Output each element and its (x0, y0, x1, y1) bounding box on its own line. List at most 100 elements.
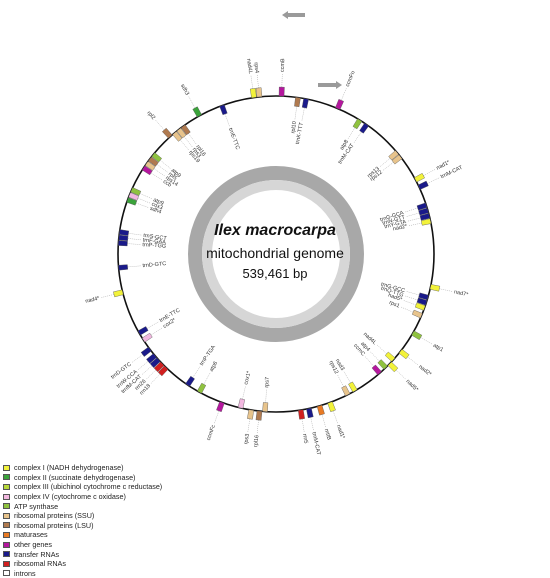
gene-leader-line (421, 338, 432, 345)
gene-label: rpl2 (146, 110, 157, 121)
species-title: Ilex macrocarpa (175, 222, 375, 240)
gene-leader-line (154, 169, 165, 176)
legend-item: ribosomal RNAs (3, 559, 162, 569)
genome-size-label: 539,461 bp (175, 266, 375, 281)
legend-item: complex IV (cytochrome c oxidase) (3, 492, 162, 502)
gene-leader-line (333, 411, 337, 423)
gene-leader-line (377, 345, 387, 354)
legend-label: ribosomal proteins (LSU) (14, 521, 94, 530)
gene-block (279, 87, 284, 96)
legend-item: introns (3, 569, 162, 578)
legend-item: complex III (ubichinol cytochrome c redu… (3, 482, 162, 492)
genome-type-label: mitochondrial genome (175, 245, 375, 261)
gene-block (216, 402, 224, 412)
gene-label: atp1 (432, 343, 444, 354)
gene-leader-line (408, 218, 421, 221)
gene-label: atp6 (209, 361, 219, 373)
legend: complex I (NADH dehydrogenase) complex I… (3, 463, 162, 578)
gene-label: cox1* (243, 370, 252, 386)
gene-leader-line (140, 193, 152, 198)
legend-label: introns (14, 569, 36, 578)
gene-label: rrn5 (301, 433, 308, 444)
gene-leader-line (365, 357, 374, 367)
gene-feature: ccmB (279, 58, 286, 96)
gene-leader-line (127, 244, 140, 245)
gene-feature: rpl16 (253, 411, 262, 448)
legend-item: complex II (succinate dehydrogenase) (3, 473, 162, 483)
gene-block (412, 331, 422, 340)
gene-feature: trnD-GTC (118, 261, 166, 270)
gene-block (302, 98, 308, 108)
gene-leader-line (225, 114, 229, 126)
legend-swatch (3, 522, 10, 528)
gene-leader-line (302, 419, 304, 432)
gene-leader-line (401, 307, 413, 312)
gene-leader-line (188, 133, 196, 144)
gene-feature: atp1 (412, 331, 445, 354)
gene-leader-line (341, 88, 346, 100)
gene-label: trnE-TTC (227, 127, 240, 150)
gene-block (342, 386, 350, 396)
gene-leader-line (151, 173, 162, 180)
gene-leader-line (404, 301, 416, 305)
gene-leader-line (251, 76, 253, 89)
gene-leader-line (128, 233, 141, 235)
gene-leader-line (147, 370, 156, 379)
gene-label: sdh3 (179, 83, 190, 96)
legend-swatch (3, 465, 10, 471)
legend-label: complex IV (cytochrome c oxidase) (14, 492, 126, 501)
gene-leader-line (427, 178, 439, 183)
legend-swatch (3, 494, 10, 500)
gene-leader-line (266, 390, 267, 403)
gene-leader-line (344, 372, 351, 383)
gene-feature: mttB (317, 405, 332, 441)
gene-block (119, 235, 128, 241)
gene-label: ccmFn (345, 70, 357, 88)
gene-block (118, 265, 127, 271)
gene-leader-line (128, 238, 141, 239)
legend-item: maturases (3, 530, 162, 540)
legend-item: complex I (NADH dehydrogenase) (3, 463, 162, 473)
gene-leader-line (354, 132, 361, 143)
gene-feature: nad5* (388, 362, 420, 394)
gene-label: rps4 (252, 62, 259, 73)
gene-feature: ccmFn (335, 70, 356, 109)
gene-block (247, 410, 253, 420)
gene-feature: nad7* (430, 284, 469, 298)
gene-block (335, 99, 343, 109)
gene-block (113, 290, 123, 297)
gene-leader-line (396, 370, 405, 379)
gene-leader-line (101, 294, 114, 297)
gene-leader-line (151, 374, 160, 383)
gene-block (298, 410, 304, 420)
legend-label: other genes (14, 540, 52, 549)
gene-feature: trnM-CAT (306, 408, 321, 456)
gene-leader-line (439, 289, 452, 292)
legend-item: ribosomal proteins (LSU) (3, 521, 162, 531)
gene-block (412, 310, 422, 318)
direction-arrow-right (318, 81, 342, 89)
gene-feature: nad1* (414, 159, 451, 182)
gene-leader-line (370, 352, 379, 361)
legend-swatch (3, 484, 10, 490)
gene-leader-line (151, 328, 162, 335)
gene-block (138, 326, 148, 335)
gene-leader-line (156, 120, 165, 130)
gene-leader-line (302, 108, 304, 121)
direction-arrow-top (282, 11, 305, 19)
gene-leader-line (142, 366, 152, 375)
legend-label: ribosomal proteins (SSU) (14, 511, 94, 520)
legend-swatch (3, 561, 10, 567)
gene-label: nad1* (335, 424, 346, 440)
gene-leader-line (136, 203, 148, 207)
legend-label: ATP synthase (14, 502, 58, 511)
gene-leader-line (157, 164, 167, 172)
gene-leader-line (214, 411, 218, 423)
gene-leader-line (257, 75, 258, 88)
gene-leader-line (128, 266, 141, 267)
legend-item: ribosomal proteins (SSU) (3, 511, 162, 521)
gene-leader-line (409, 223, 422, 226)
gene-block (119, 230, 129, 236)
gene-block (193, 107, 202, 117)
gene-leader-line (204, 373, 210, 384)
